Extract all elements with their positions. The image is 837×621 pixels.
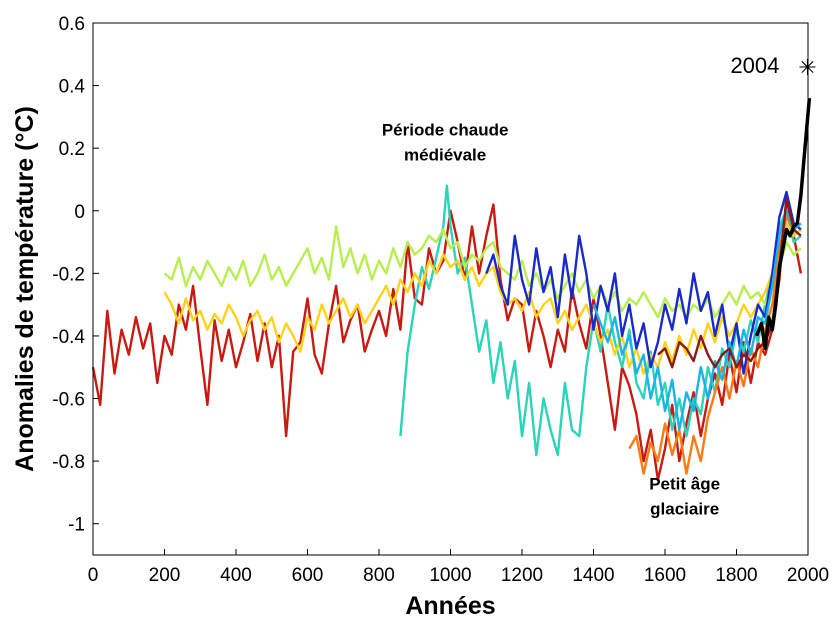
y-tick-label: -0.2	[52, 264, 85, 285]
annotation-5: 2004	[730, 53, 779, 78]
y-tick-label: -0.4	[52, 327, 85, 348]
y-tick-label: -0.8	[52, 452, 85, 473]
y-axis-label: Anomalies de température (°C)	[11, 106, 39, 472]
x-axis-label: Années	[405, 592, 495, 620]
annotation-3: Petit âge	[649, 474, 720, 493]
x-tick-label: 800	[363, 565, 395, 586]
y-tick-label: -0.6	[52, 390, 85, 411]
y-tick-label: 0	[74, 202, 85, 223]
x-tick-label: 0	[88, 565, 99, 586]
x-tick-label: 2000	[787, 565, 829, 586]
series-layer	[91, 97, 812, 482]
y-tick-label: -1	[68, 515, 85, 536]
x-tick-label: 1000	[429, 565, 471, 586]
series-line-3	[163, 225, 802, 319]
y-tick-label: 0.4	[59, 77, 86, 98]
annotation-4: glaciaire	[650, 499, 719, 518]
x-tick-label: 400	[220, 565, 252, 586]
x-tick-label: 600	[292, 565, 324, 586]
x-tick-label: 1800	[715, 565, 757, 586]
series-line-4	[163, 222, 802, 375]
annotation-2: médiévale	[404, 146, 486, 165]
y-tick-label: 0.2	[59, 139, 85, 160]
series-line-7	[592, 209, 802, 431]
x-tick-label: 200	[149, 565, 181, 586]
x-tick-label: 1200	[501, 565, 543, 586]
x-tick-label: 1400	[572, 565, 614, 586]
annotation-1: Période chaude	[382, 121, 509, 140]
series-line-6	[628, 215, 802, 475]
x-tick-label: 1600	[644, 565, 686, 586]
series-line-9	[754, 97, 812, 351]
y-tick-label: 0.6	[59, 14, 85, 35]
asterisk-marker-icon: ✳	[798, 55, 816, 80]
ticks-layer: 0 200 400 600 800 1000 1200 1400 1600 1800 2000 -1 -…	[52, 14, 829, 586]
annotations-layer: Période chaude médiévale Petit âge glaciair…	[382, 53, 817, 518]
